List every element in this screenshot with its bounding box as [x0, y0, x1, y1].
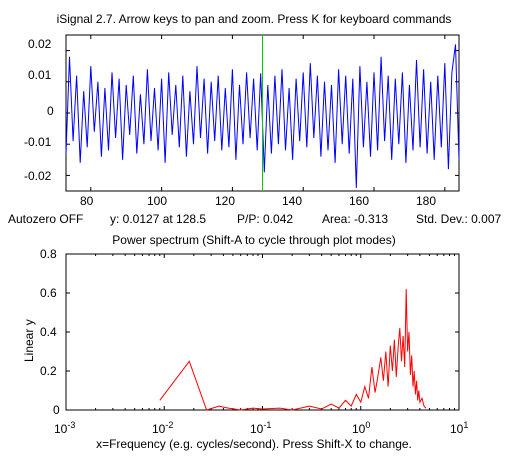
- spectrum-tick-marks: [65, 253, 460, 411]
- spectrum-xlabel: x=Frequency (e.g. cycles/second). Press …: [96, 437, 412, 451]
- signal-ytick-label: -0.01: [24, 135, 52, 149]
- std-dev-value: Std. Dev.: 0.007: [416, 212, 502, 226]
- autozero-status: Autozero OFF: [8, 212, 84, 226]
- spectrum-ytick-label: 0.8: [40, 247, 57, 261]
- spectrum-xtick-label: 10-1: [250, 420, 272, 436]
- signal-ytick-label: 0.02: [28, 37, 52, 51]
- window-title: iSignal 2.7. Arrow keys to pan and zoom.…: [56, 12, 452, 26]
- signal-xtick-label: 160: [349, 194, 370, 208]
- signal-ytick-label: 0.01: [28, 68, 52, 82]
- signal-tick-marks: [66, 35, 459, 191]
- peak-to-peak: P/P: 0.042: [237, 212, 294, 226]
- signal-xtick-label: 100: [147, 194, 168, 208]
- spectrum-xtick-label: 10-2: [152, 420, 174, 436]
- spectrum-ytick-label: 0.6: [40, 286, 57, 300]
- spectrum-xtick-label: 10-3: [54, 420, 76, 436]
- spectrum-series-line: [159, 289, 427, 411]
- signal-xtick-label: 120: [215, 194, 236, 208]
- signal-xtick-label: 140: [282, 194, 303, 208]
- spectrum-ytick-label: 0.4: [40, 325, 57, 339]
- spectrum-ylabel: Linear y: [22, 319, 36, 362]
- spectrum-xtick-label: 100: [352, 420, 371, 436]
- area-value: Area: -0.313: [322, 212, 389, 226]
- spectrum-ytick-label: 0.2: [40, 364, 57, 378]
- signal-ytick-label: -0.02: [24, 169, 52, 183]
- signal-ytick-label: 0: [47, 104, 54, 118]
- y-reading: y: 0.0127 at 128.5: [110, 212, 207, 226]
- spectrum-xtick-label: 101: [450, 420, 469, 436]
- spectrum-title: Power spectrum (Shift-A to cycle through…: [112, 233, 396, 247]
- signal-xtick-label: 180: [416, 194, 437, 208]
- spectrum-ytick-label: 0: [53, 403, 60, 417]
- signal-xtick-label: 80: [80, 194, 94, 208]
